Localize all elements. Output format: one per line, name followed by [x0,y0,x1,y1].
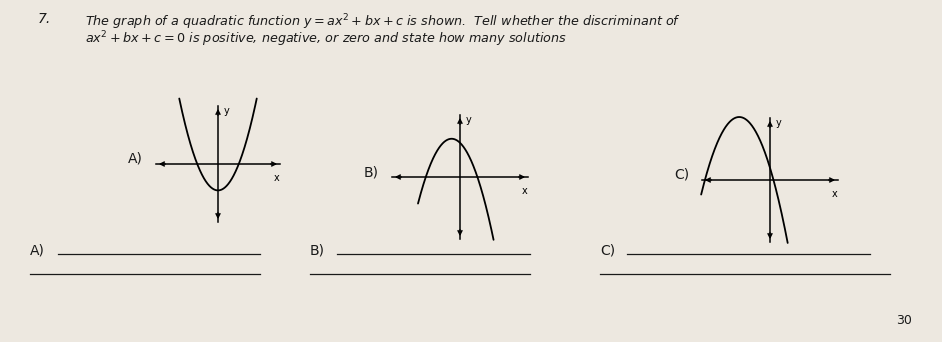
Text: y: y [776,118,782,128]
Text: y: y [224,106,230,116]
Text: x: x [832,189,837,199]
Text: 30: 30 [896,314,912,327]
Text: A): A) [128,152,143,166]
Text: B): B) [310,243,325,257]
Text: B): B) [364,165,379,179]
Text: x: x [274,173,280,183]
Text: x: x [522,186,528,196]
Text: C): C) [600,243,615,257]
Text: y: y [466,115,472,125]
Text: C): C) [674,168,690,182]
Text: The graph of a quadratic function $y=ax^2+bx+c$ is shown.  Tell whether the disc: The graph of a quadratic function $y=ax^… [85,12,681,31]
Text: A): A) [30,243,45,257]
Text: 7.: 7. [38,12,51,26]
Text: $ax^2+bx+c=0$ is positive, negative, or zero and state how many solutions: $ax^2+bx+c=0$ is positive, negative, or … [85,29,567,49]
